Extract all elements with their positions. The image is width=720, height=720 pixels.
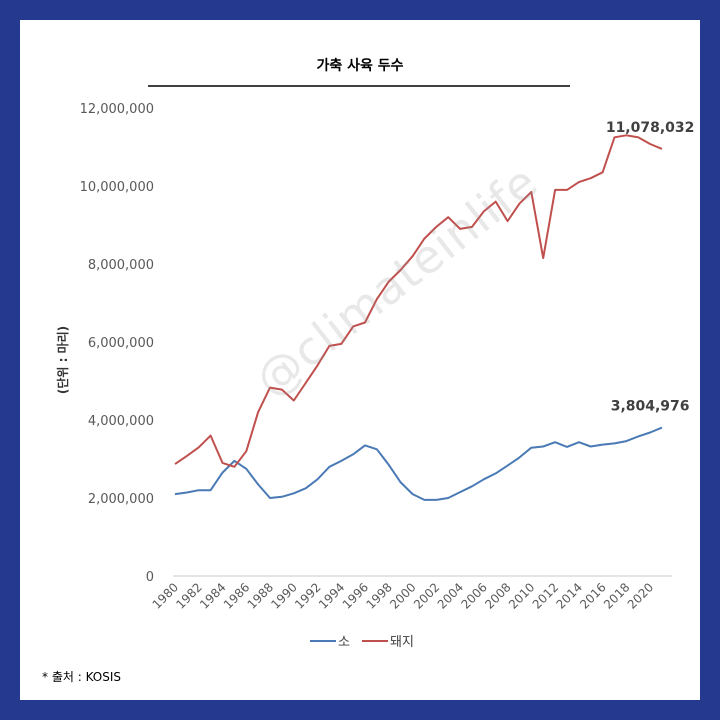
x-tick-label: 2014	[553, 580, 584, 611]
x-tick-label: 2006	[458, 580, 489, 611]
x-tick-label: 1984	[197, 580, 228, 611]
x-axis: 1980198219841986198819901992199419961998…	[150, 580, 657, 611]
y-tick-label: 12,000,000	[80, 102, 154, 117]
x-tick-label: 1998	[363, 580, 394, 611]
legend: 소 돼지	[310, 635, 414, 650]
y-axis-label: (단위 : 마리)	[55, 326, 70, 394]
data-label-pig: 11,078,032	[606, 120, 695, 136]
y-tick-label: 4,000,000	[88, 414, 154, 429]
y-tick-label: 10,000,000	[80, 180, 154, 195]
x-tick-label: 2018	[601, 580, 632, 611]
chart-title: 가축 사육 두수	[316, 58, 403, 74]
x-tick-label: 1996	[340, 580, 371, 611]
x-tick-label: 1986	[221, 580, 252, 611]
line-chart: 가축 사육 두수 (단위 : 마리) 0 2,000,000 4,000,000 6,…	[55, 58, 695, 650]
legend-label-cattle: 소	[338, 635, 350, 650]
y-tick-label: 0	[146, 570, 154, 585]
data-label-cattle: 3,804,976	[611, 399, 690, 415]
y-tick-label: 6,000,000	[88, 336, 154, 351]
chart-card: 가축 사육 두수 (단위 : 마리) 0 2,000,000 4,000,000 6,…	[20, 20, 700, 700]
y-tick-label: 8,000,000	[88, 258, 154, 273]
x-tick-label: 2000	[387, 580, 418, 611]
x-tick-label: 1994	[316, 580, 347, 611]
y-axis: 0 2,000,000 4,000,000 6,000,000 8,000,000 10,…	[80, 102, 154, 585]
x-tick-label: 2010	[506, 580, 537, 611]
x-tick-label: 2004	[435, 580, 466, 611]
x-tick-label: 2020	[625, 580, 656, 611]
x-tick-label: 2008	[482, 580, 513, 611]
x-tick-label: 1980	[150, 580, 181, 611]
x-tick-label: 2016	[577, 580, 608, 611]
x-tick-label: 1990	[268, 580, 299, 611]
x-tick-label: 2012	[530, 580, 561, 611]
x-tick-label: 2002	[411, 580, 442, 611]
series	[174, 134, 663, 501]
legend-label-pig: 돼지	[390, 635, 414, 650]
end-labels: 3,804,976 11,078,032	[606, 120, 695, 415]
series-line-pig	[174, 134, 663, 468]
x-tick-label: 1988	[245, 580, 276, 611]
series-line-cattle	[174, 426, 663, 501]
x-tick-label: 1992	[292, 580, 323, 611]
source-note: * 출처 : KOSIS	[42, 670, 121, 684]
y-tick-label: 2,000,000	[88, 492, 154, 507]
x-tick-label: 1982	[173, 580, 204, 611]
